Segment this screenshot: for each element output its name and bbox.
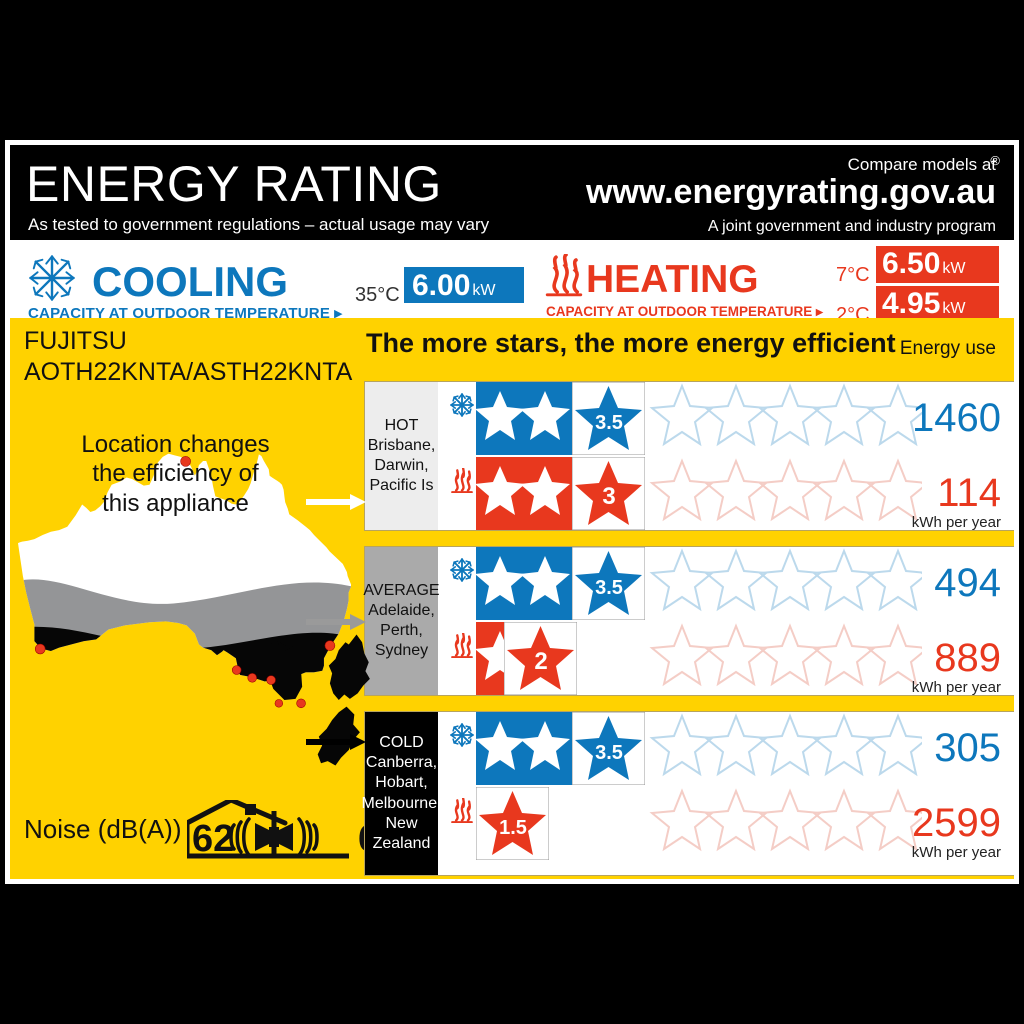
svg-text:3.5: 3.5 xyxy=(595,742,623,764)
svg-text:3.5: 3.5 xyxy=(595,577,623,599)
svg-text:2: 2 xyxy=(534,648,547,675)
svg-text:1.5: 1.5 xyxy=(499,817,527,839)
svg-text:3: 3 xyxy=(602,483,615,510)
svg-text:3.5: 3.5 xyxy=(595,412,623,434)
